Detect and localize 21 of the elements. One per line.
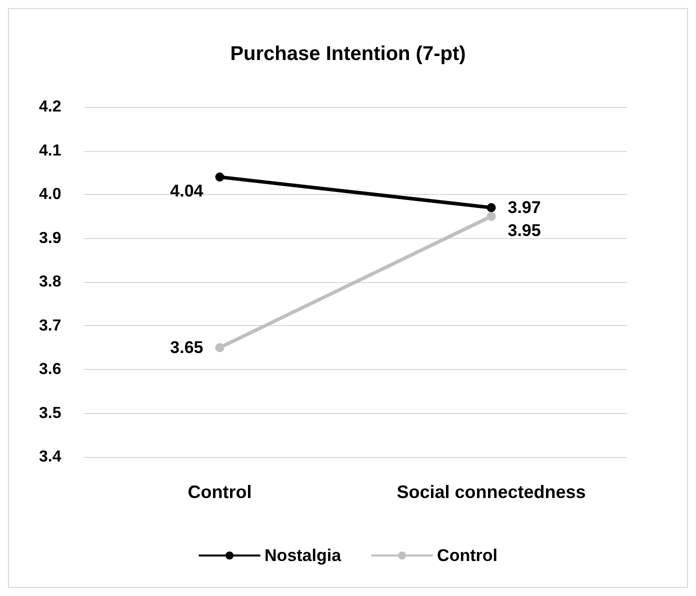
y-tick-label: 3.8 bbox=[39, 274, 62, 290]
data-label: 4.04 bbox=[170, 182, 204, 200]
y-tick-label: 3.5 bbox=[39, 404, 62, 422]
y-tick-label: 4.2 bbox=[39, 98, 62, 116]
y-tick-label: 3.6 bbox=[39, 361, 62, 378]
point bbox=[486, 203, 496, 212]
data-label: 3.95 bbox=[508, 220, 541, 240]
data-label: 3.65 bbox=[170, 338, 204, 358]
point bbox=[486, 212, 496, 221]
y-tick-label: 3.7 bbox=[39, 317, 62, 334]
legend-label: Nostalgia bbox=[264, 546, 342, 565]
legend-label: Control bbox=[437, 546, 498, 565]
y-tick-label: 3.4 bbox=[39, 448, 62, 466]
point bbox=[215, 172, 224, 182]
x-tick-label: Social connectedness bbox=[396, 482, 586, 502]
chart-title: Purchase Intention (7-pt) bbox=[230, 43, 466, 65]
data-label: 3.97 bbox=[508, 198, 541, 218]
y-tick-label: 4.1 bbox=[39, 142, 62, 160]
y-tick-label: 4.0 bbox=[39, 186, 62, 203]
y-tick-label: 3.9 bbox=[39, 230, 62, 247]
point bbox=[215, 343, 224, 352]
